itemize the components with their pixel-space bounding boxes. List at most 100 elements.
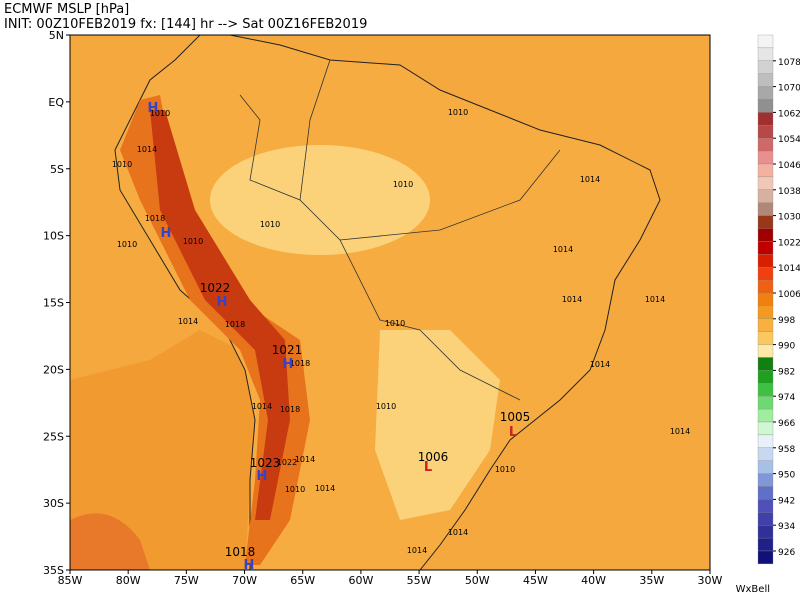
- colorbar-box: [757, 460, 774, 474]
- lat-label: 15S: [43, 297, 64, 310]
- borders: [239, 59, 561, 401]
- pacific-dark: [70, 513, 150, 570]
- contour-label: 1014: [137, 145, 157, 154]
- colorbar-label: 966: [778, 419, 795, 429]
- colorbar-box: [757, 357, 774, 371]
- contour-label: 1014: [645, 295, 665, 304]
- lon-label: 80W: [116, 574, 141, 587]
- colorbar-box: [757, 254, 774, 268]
- colorbar-box: [757, 99, 774, 113]
- lat-label: EQ: [48, 96, 64, 109]
- colorbar-box: [757, 138, 774, 152]
- contour-label: 1014: [670, 427, 690, 436]
- colorbar-label: 1054: [778, 135, 800, 145]
- colorbar-box: [757, 447, 774, 461]
- contour-label: 1014: [553, 245, 573, 254]
- contour-label: 1014: [315, 484, 335, 493]
- contour-label: 1014: [407, 546, 427, 555]
- colorbar-label: 942: [778, 496, 795, 506]
- colorbar-box: [757, 408, 774, 423]
- colorbar-box: [757, 383, 774, 397]
- colorbar-box: [757, 150, 774, 165]
- contour-label: 1014: [590, 360, 610, 369]
- colorbar-label: 1022: [778, 238, 800, 248]
- colorbar-box: [757, 525, 774, 539]
- lon-label: 35W: [639, 574, 664, 587]
- pressure-center: H: [148, 101, 159, 116]
- contour-label: 1005: [500, 410, 531, 424]
- colorbar-label: 982: [778, 367, 795, 377]
- contour-label: 1014: [448, 528, 468, 537]
- colorbar-box: [757, 421, 774, 436]
- colorbar-box: [757, 331, 774, 345]
- contour-label: 1018: [290, 359, 310, 368]
- brand: WxBell: [736, 584, 770, 595]
- lat-label: 5N: [49, 29, 64, 42]
- colorbar-label: 926: [778, 548, 795, 558]
- pressure-center: L: [509, 425, 517, 440]
- colorbar-box: [757, 318, 774, 332]
- colorbar-box: [757, 189, 774, 203]
- colorbar-box: [757, 163, 774, 178]
- colorbar-box: [757, 305, 774, 319]
- colorbar-label: 950: [778, 471, 795, 481]
- contour-label: 1010: [183, 237, 203, 246]
- contour-label: 1018: [145, 214, 165, 223]
- lat-label: 35S: [43, 564, 64, 577]
- contour-label: 1010: [376, 402, 396, 411]
- colorbar-box: [757, 279, 774, 294]
- colorbar-box: [757, 202, 774, 216]
- colorbar-box: [757, 47, 774, 61]
- colorbar-box: [757, 267, 774, 281]
- amazon-low: [210, 145, 430, 255]
- colorbar-label: 990: [778, 342, 795, 352]
- contour-label: 1022: [200, 281, 231, 295]
- colorbar-box: [757, 550, 774, 565]
- contour-label: 1010: [385, 319, 405, 328]
- pressure-center: H: [244, 558, 255, 573]
- andes-peak: [150, 110, 290, 520]
- contour-label: 1010: [260, 220, 280, 229]
- lon-label: 45W: [523, 574, 548, 587]
- contour-label: 1010: [112, 160, 132, 169]
- pressure-center: H: [217, 295, 228, 310]
- contour-label: 1014: [562, 295, 582, 304]
- lat-label: 20S: [43, 363, 64, 376]
- lon-label: 30W: [698, 574, 723, 587]
- colorbar-box: [757, 34, 774, 49]
- colorbar-label: 934: [778, 522, 795, 532]
- contour-label: 1014: [295, 455, 315, 464]
- colorbar-box: [757, 512, 774, 526]
- lon-label: 60W: [348, 574, 373, 587]
- colorbar-label: 958: [778, 445, 795, 455]
- pressure-center: H: [283, 357, 294, 372]
- contour-label: 1006: [418, 450, 449, 464]
- contour-label: 1022: [277, 458, 297, 467]
- contour-label: 1010: [448, 108, 468, 117]
- colorbar-box: [757, 370, 774, 384]
- lon-label: 55W: [407, 574, 432, 587]
- colorbar-label: 1030: [778, 213, 800, 223]
- colorbar-label: 1038: [778, 187, 800, 197]
- contour-label: 1014: [178, 317, 198, 326]
- colorbar-label: 1070: [778, 84, 800, 94]
- colorbar-box: [757, 473, 774, 487]
- colorbar-label: 1006: [778, 290, 800, 300]
- lon-label: 40W: [581, 574, 606, 587]
- contour-label: 1018: [225, 545, 256, 559]
- contour-label: 1010: [495, 465, 515, 474]
- contour-label: 1023: [250, 456, 281, 470]
- lat-label: 5S: [50, 163, 64, 176]
- plata-low: [375, 330, 500, 520]
- lat-label: 30S: [43, 497, 64, 510]
- colorbar-box: [757, 396, 774, 410]
- pressure-center: H: [257, 469, 268, 484]
- contour-label: 1010: [150, 109, 170, 118]
- colorbar-box: [757, 125, 774, 139]
- contour-label: 1018: [280, 405, 300, 414]
- lat-label: 25S: [43, 430, 64, 443]
- contour-label: 1010: [117, 240, 137, 249]
- colorbar-box: [757, 215, 774, 229]
- colorbar-box: [757, 241, 774, 255]
